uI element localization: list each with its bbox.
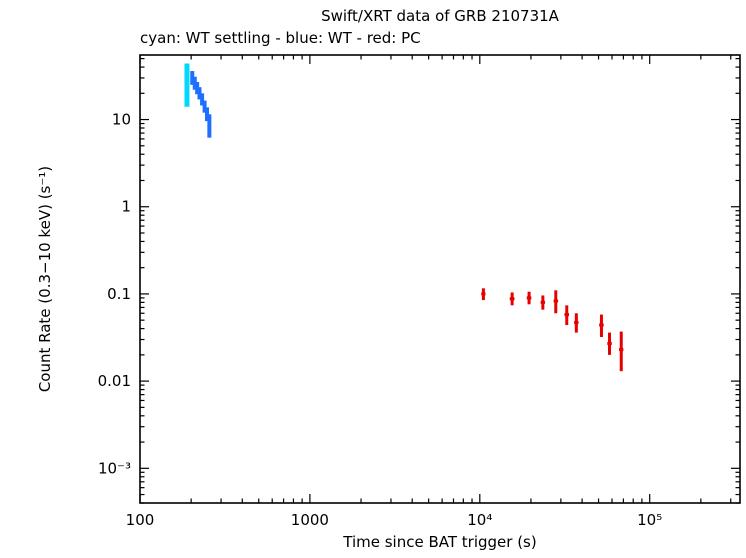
- series-wt: [190, 71, 212, 138]
- x-axis-title: Time since BAT trigger (s): [343, 533, 537, 551]
- axis-ticks: [139, 55, 740, 504]
- x-tick-label: 100: [126, 511, 155, 529]
- chart-legend: cyan: WT settling - blue: WT - red: PC: [140, 29, 421, 47]
- x-tick-label: 1000: [291, 511, 329, 529]
- x-tick-label: 10⁵: [637, 511, 662, 529]
- y-tick-label: 0.1: [107, 285, 131, 303]
- y-tick-label: 0.01: [98, 372, 131, 390]
- y-tick-label: 10: [112, 111, 131, 129]
- y-axis-title: Count Rate (0.3−10 keV) (s⁻¹): [36, 165, 54, 393]
- y-tick-label: 10⁻³: [98, 459, 131, 477]
- chart-title: Swift/XRT data of GRB 210731A: [321, 7, 559, 25]
- plot-frame: [139, 54, 741, 504]
- series-wt-settling: [184, 63, 190, 107]
- y-tick-label: 1: [121, 198, 131, 216]
- series-pc: [481, 288, 624, 372]
- x-tick-label: 10⁴: [467, 511, 492, 529]
